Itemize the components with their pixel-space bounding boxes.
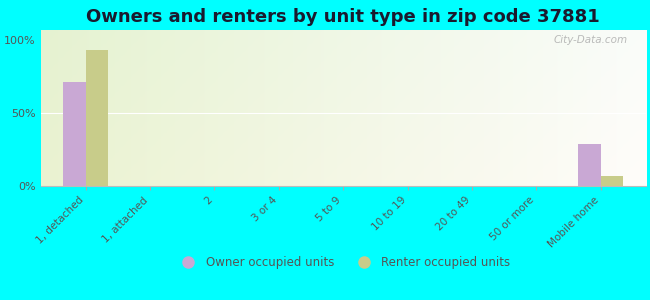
Bar [601, 176, 623, 186]
Bar [63, 82, 86, 186]
Text: City-Data.com: City-Data.com [554, 35, 628, 45]
Title: Owners and renters by unit type in zip code 37881: Owners and renters by unit type in zip c… [86, 8, 600, 26]
Legend: Owner occupied units, Renter occupied units: Owner occupied units, Renter occupied un… [172, 251, 515, 274]
Bar [578, 144, 601, 186]
Bar [86, 50, 109, 186]
